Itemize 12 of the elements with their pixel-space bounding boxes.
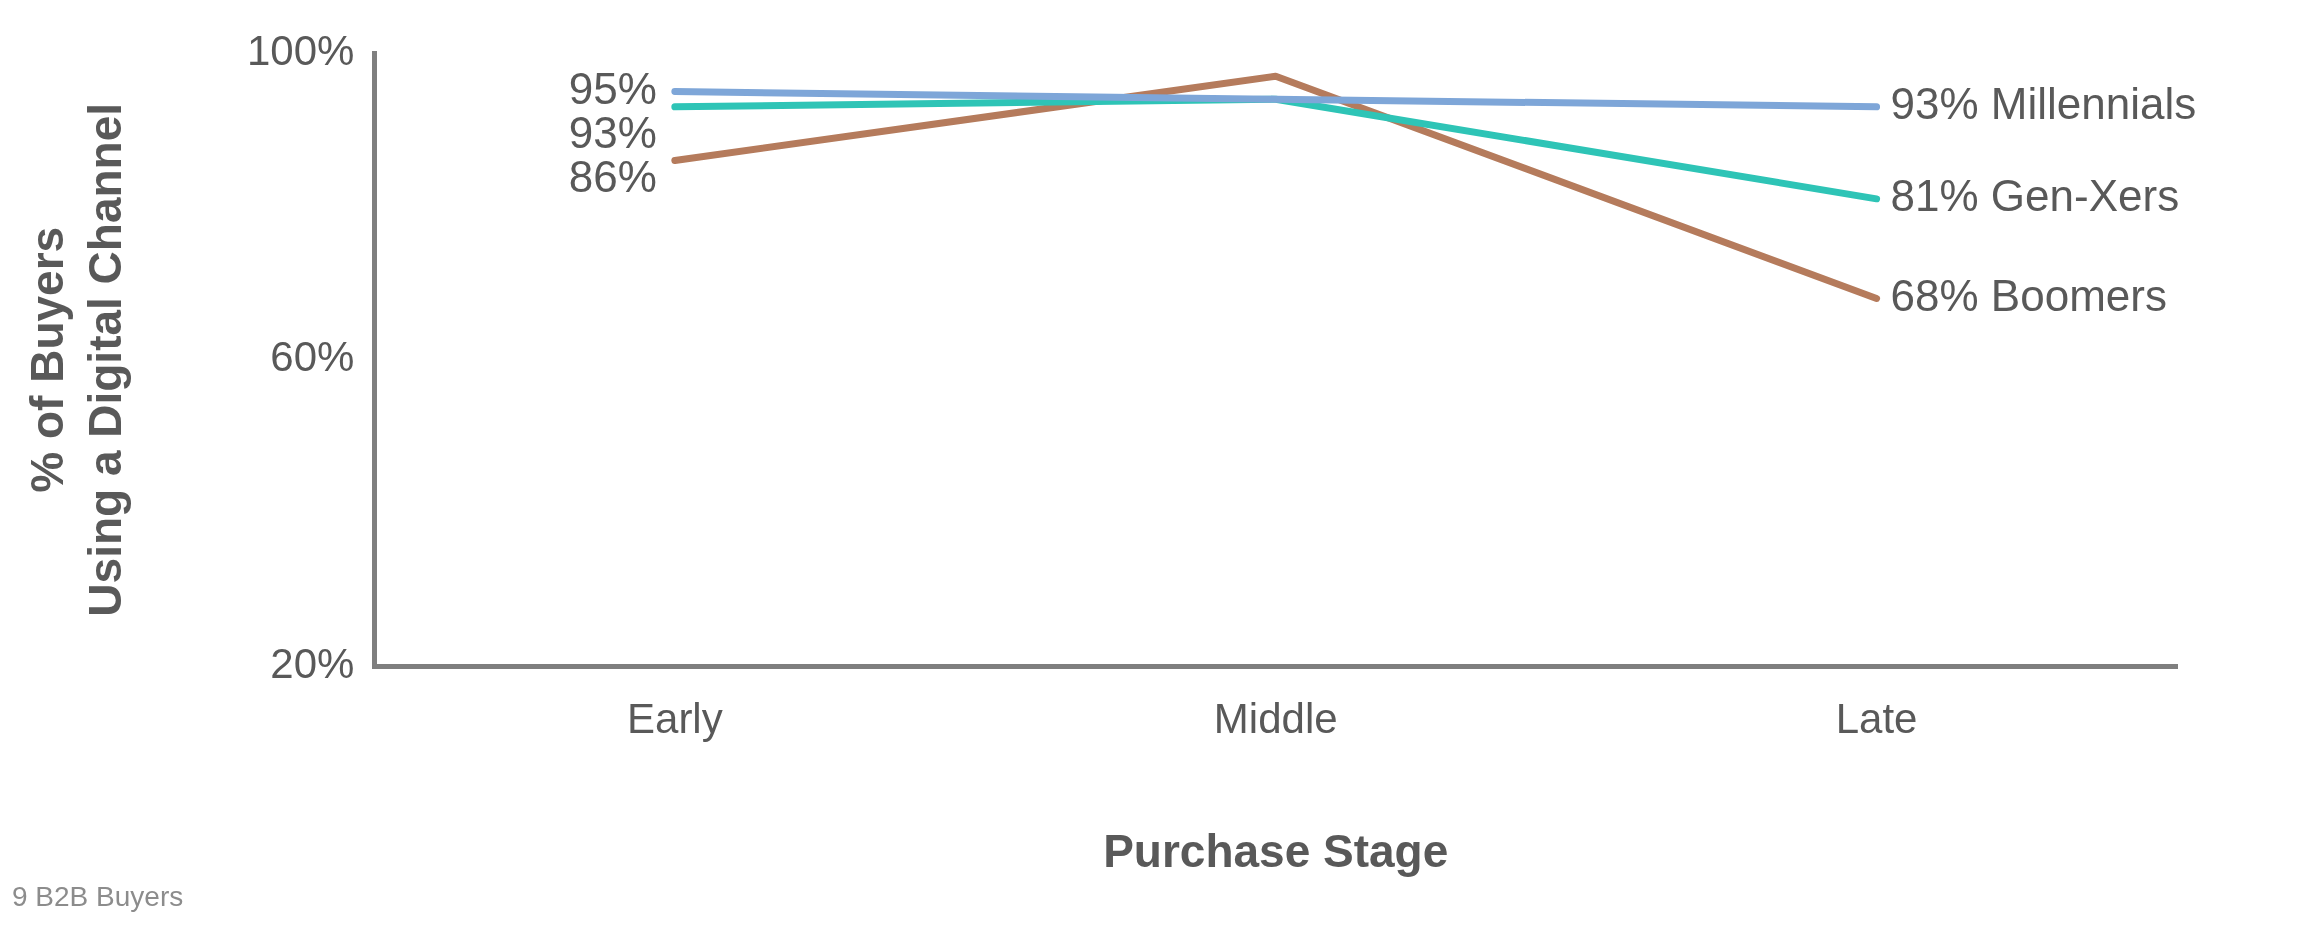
y-axis-title: % of Buyers Using a Digital Channel bbox=[21, 102, 131, 617]
x-tick-label: Early bbox=[627, 695, 723, 743]
text: 9 B2B Buyers bbox=[12, 880, 184, 912]
x-tick-label: Late bbox=[1835, 695, 1918, 743]
x-axis-title: Purchase Stage bbox=[1103, 825, 1449, 878]
y-tick-label: 60% bbox=[270, 333, 355, 381]
y-tick-label: 20% bbox=[270, 639, 355, 687]
text: 81% Gen-Xers bbox=[1890, 170, 2180, 220]
x-tick-label: Middle bbox=[1213, 695, 1338, 743]
y-tick-label: 100% bbox=[247, 26, 355, 74]
text: 68% Boomers bbox=[1890, 270, 2167, 320]
text: 93% Millennials bbox=[1890, 79, 2197, 128]
